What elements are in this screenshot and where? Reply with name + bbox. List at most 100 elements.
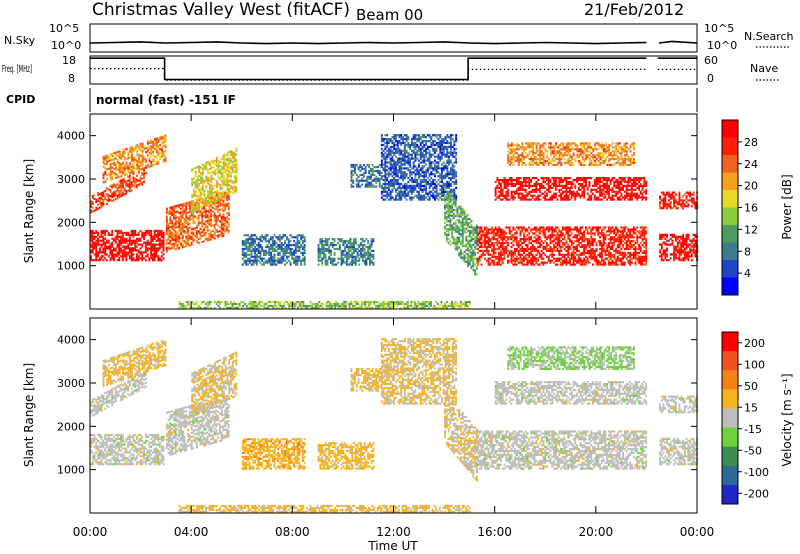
echo-cell-2 xyxy=(152,142,155,145)
echo-cell-3 xyxy=(165,231,168,234)
echo-cell-8 xyxy=(405,149,408,152)
echo-cell-0 xyxy=(152,245,154,248)
echo-cell-4 xyxy=(235,180,238,183)
echo-cell-8 xyxy=(384,161,387,164)
echo-cell-2 xyxy=(129,172,132,175)
echo-cell-6 xyxy=(365,238,368,241)
echo-cell-8 xyxy=(423,194,426,197)
echo-cell-5 xyxy=(303,236,306,239)
echo-cell-0 xyxy=(162,241,165,244)
echo-cell-3 xyxy=(178,221,181,224)
echo-cell-4 xyxy=(226,151,229,154)
echo-cell-8 xyxy=(396,134,399,137)
echo-cell-5 xyxy=(247,263,249,266)
echo-cell-9 xyxy=(456,238,459,241)
echo-cell-9 xyxy=(460,233,462,236)
echo-cell-10 xyxy=(507,253,509,256)
echo-cell-3 xyxy=(220,217,223,221)
echo-cell-8 xyxy=(419,169,422,172)
echo-cell-8 xyxy=(432,179,435,182)
echo-cell-10 xyxy=(492,253,495,256)
echo-cell-0 xyxy=(162,245,165,248)
echo-cell-8 xyxy=(439,167,442,170)
echo-cell-8 xyxy=(453,192,456,195)
echo-cell-2 xyxy=(109,159,112,162)
echo-cell-8 xyxy=(387,180,390,184)
echo-cell-2 xyxy=(152,164,155,167)
echo-cell-10 xyxy=(487,230,490,233)
echo-cell-10 xyxy=(565,263,568,266)
echo-cell-6 xyxy=(324,242,327,245)
echo-cell-10 xyxy=(484,249,486,252)
echo-cell-2 xyxy=(154,147,156,151)
echo-cell-10 xyxy=(500,259,502,262)
echo-cell-8 xyxy=(387,167,390,170)
echo-cell-9 xyxy=(447,191,450,194)
echo-cell-4 xyxy=(208,187,211,190)
echo-cell-10 xyxy=(528,255,531,258)
echo-cell-2 xyxy=(141,152,144,155)
echo-cell-10 xyxy=(500,253,502,256)
echo-cell-8 xyxy=(411,140,413,143)
echo-cell-1 xyxy=(90,205,92,208)
echo-cell-3 xyxy=(188,234,191,237)
echo-cell-0 xyxy=(155,253,158,256)
echo-cell-8 xyxy=(444,190,447,193)
echo-cell-8 xyxy=(430,184,433,187)
echo-cell-1 xyxy=(123,181,126,184)
echo-cell-8 xyxy=(418,153,420,156)
echo-cell-9 xyxy=(454,230,457,233)
echo-cell-1 xyxy=(113,183,115,186)
echo-cell-9 xyxy=(452,236,455,239)
echo-cell-3 xyxy=(208,207,211,210)
echo-cell-5 xyxy=(254,234,256,237)
echo-cell-9 xyxy=(451,242,454,245)
echo-cell-8 xyxy=(398,134,401,137)
echo-cell-6 xyxy=(333,240,336,243)
echo-cell-9 xyxy=(460,223,462,226)
echo-cell-10 xyxy=(572,228,575,231)
echo-cell-6 xyxy=(347,251,350,254)
echo-cell-5 xyxy=(243,244,246,247)
echo-cell-3 xyxy=(210,216,212,220)
echo-cell-0 xyxy=(137,255,140,258)
echo-cell-6 xyxy=(326,263,329,266)
echo-cell-7 xyxy=(350,164,353,167)
echo-cell-6 xyxy=(321,244,324,247)
echo-cell-1 xyxy=(100,194,103,197)
echo-cell-1 xyxy=(128,184,131,187)
echo-cell-10 xyxy=(503,238,506,241)
echo-cell-4 xyxy=(191,182,194,185)
echo-cell-8 xyxy=(398,157,401,160)
echo-cell-9 xyxy=(472,253,475,256)
echo-cell-3 xyxy=(180,232,182,236)
echo-cell-4 xyxy=(205,163,208,166)
echo-cell-8 xyxy=(425,151,427,154)
echo-cell-0 xyxy=(146,249,149,252)
echo-cell-10 xyxy=(602,242,605,245)
echo-cell-10 xyxy=(507,244,509,247)
echo-cell-4 xyxy=(233,158,236,161)
echo-cell-5 xyxy=(300,263,303,266)
echo-cell-4 xyxy=(200,174,202,177)
echo-cell-8 xyxy=(434,179,436,182)
echo-cell-8 xyxy=(437,192,440,195)
echo-cell-8 xyxy=(439,177,442,180)
echo-cell-8 xyxy=(380,163,383,166)
echo-cell-0 xyxy=(139,237,142,240)
echo-cell-6 xyxy=(321,249,324,252)
echo-cell-3 xyxy=(185,213,188,217)
echo-cell-9 xyxy=(465,215,468,219)
echo-cell-10 xyxy=(521,259,524,262)
echo-cell-4 xyxy=(212,160,215,163)
echo-cell-10 xyxy=(480,230,483,233)
echo-cell-5 xyxy=(252,240,255,243)
echo-cell-6 xyxy=(326,242,329,245)
echo-cell-3 xyxy=(226,202,228,205)
echo-cell-8 xyxy=(423,134,426,137)
echo-cell-8 xyxy=(430,163,433,166)
echo-cell-3 xyxy=(215,221,218,224)
echo-cell-8 xyxy=(405,161,408,164)
echo-cell-4 xyxy=(235,153,238,156)
echo-cell-6 xyxy=(360,242,362,245)
